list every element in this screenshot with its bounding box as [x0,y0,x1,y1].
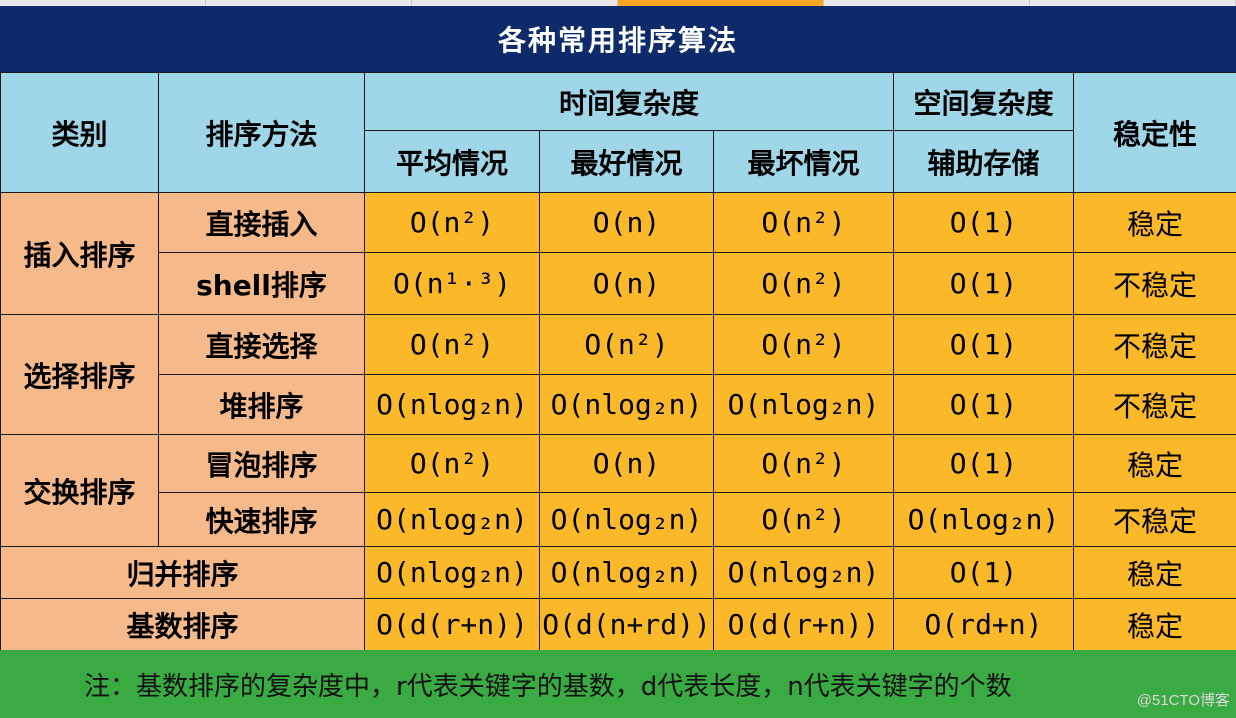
worst-cell: O(n²) [712,434,895,493]
table-row: 堆排序 O(nlog₂n) O(nlog₂n) O(nlog₂n) O(1) 不… [1,374,1236,435]
best-cell: O(d(n+rd)) [539,598,714,651]
header-auxiliary: 辅助存储 [893,130,1075,193]
worst-cell: O(n²) [712,192,895,253]
method-cell: shell排序 [158,252,365,315]
method-cell: 快速排序 [158,492,365,547]
table-row: 交换排序 冒泡排序 O(n²) O(n) O(n²) O(1) 稳定 [0,434,1236,547]
worst-cell: O(n²) [712,314,895,375]
spreadsheet-top-strip [0,0,1236,6]
worst-cell: O(nlog₂n) [712,374,895,435]
table-row: 基数排序 O(d(r+n)) O(d(n+rd)) O(d(r+n)) O(rd… [0,598,1236,651]
method-cell: 堆排序 [158,374,365,435]
group-selection: 选择排序 [0,314,159,435]
avg-cell: O(n²) [364,314,540,375]
header-worst: 最坏情况 [712,130,895,193]
method-cell: 冒泡排序 [158,434,365,493]
best-cell: O(nlog₂n) [539,374,714,435]
table-row: shell排序 O(n¹·³) O(n) O(n²) O(1) 不稳定 [1,252,1236,315]
avg-cell: O(nlog₂n) [364,374,540,435]
stability-cell: 不稳定 [1073,314,1236,375]
stability-cell: 稳定 [1073,598,1236,651]
header-time-complexity: 时间复杂度 [363,72,895,131]
table-row: 选择排序 直接选择 O(n²) O(n²) O(n²) O(1) 不稳定 [0,314,1236,435]
aux-cell: O(1) [893,314,1075,375]
method-cell: 直接选择 [158,314,365,375]
worst-cell: O(nlog₂n) [712,546,895,599]
sorting-algorithms-table: 类别 排序方法 时间复杂度 空间复杂度 稳定性 平均情况 最好情况 最坏情况 辅… [0,72,1236,651]
watermark: @51CTO博客 [1136,692,1230,709]
stability-cell: 不稳定 [1073,492,1236,547]
best-cell: O(n) [539,192,714,253]
avg-cell: O(n²) [364,434,540,493]
header-best: 最好情况 [539,130,714,193]
avg-cell: O(nlog₂n) [364,546,540,599]
avg-cell: O(d(r+n)) [364,598,540,651]
best-cell: O(nlog₂n) [539,492,714,547]
aux-cell: O(1) [893,192,1075,253]
worst-cell: O(d(r+n)) [712,598,895,651]
stability-cell: 不稳定 [1073,374,1236,435]
group-radix: 基数排序 [0,598,365,651]
best-cell: O(n) [539,434,714,493]
group-exchange: 交换排序 [0,434,159,547]
aux-cell: O(1) [893,434,1075,493]
best-cell: O(n) [539,252,714,315]
best-cell: O(nlog₂n) [539,546,714,599]
aux-cell: O(1) [893,374,1075,435]
table-row: 插入排序 直接插入 O(n²) O(n) O(n²) O(1) 稳定 [0,192,1236,315]
header-space-complexity: 空间复杂度 [893,72,1075,131]
stability-cell: 稳定 [1073,434,1236,493]
group-merge: 归并排序 [0,546,365,599]
avg-cell: O(n¹·³) [364,252,540,315]
header-stability: 稳定性 [1073,72,1236,193]
header-average: 平均情况 [364,130,540,193]
footnote: 注：基数排序的复杂度中，r代表关键字的基数，d代表长度，n代表关键字的个数 [0,650,1236,718]
stability-cell: 不稳定 [1073,252,1236,315]
aux-cell: O(rd+n) [893,598,1075,651]
header-method: 排序方法 [158,72,365,193]
aux-cell: O(nlog₂n) [893,492,1075,547]
avg-cell: O(nlog₂n) [364,492,540,547]
table-row: 归并排序 O(nlog₂n) O(nlog₂n) O(nlog₂n) O(1) … [0,546,1236,599]
stability-cell: 稳定 [1073,546,1236,599]
table-title: 各种常用排序算法 [0,6,1236,72]
header-category: 类别 [0,72,159,193]
worst-cell: O(n²) [712,492,895,547]
avg-cell: O(n²) [364,192,540,253]
group-insertion: 插入排序 [0,192,159,315]
table-row: 快速排序 O(nlog₂n) O(nlog₂n) O(n²) O(nlog₂n)… [1,492,1236,547]
aux-cell: O(1) [893,252,1075,315]
best-cell: O(n²) [539,314,714,375]
stability-cell: 稳定 [1073,192,1236,253]
worst-cell: O(n²) [712,252,895,315]
method-cell: 直接插入 [158,192,365,253]
aux-cell: O(1) [893,546,1075,599]
